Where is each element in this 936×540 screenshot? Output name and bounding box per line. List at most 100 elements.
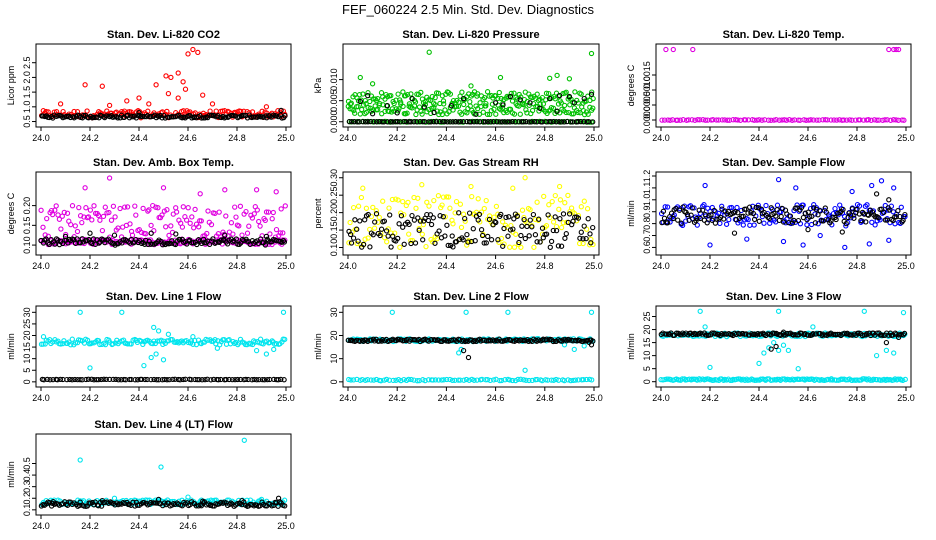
y-axis-label: ml/min [6, 461, 16, 488]
data-point [669, 117, 676, 123]
data-point [460, 95, 467, 102]
data-point [522, 235, 528, 242]
data-point [270, 209, 276, 216]
data-point [481, 95, 488, 101]
data-point [549, 198, 555, 205]
data-point [795, 217, 802, 224]
data-point [381, 218, 388, 224]
data-point [590, 105, 596, 111]
x-tick-label: 24.6 [179, 133, 197, 143]
y-axis-label: degrees C [6, 192, 16, 234]
data-point [222, 187, 228, 193]
data-point [486, 216, 493, 223]
data-point [775, 347, 782, 354]
data-point [442, 107, 448, 113]
data-point [376, 214, 382, 221]
y-tick-label: 0.25 [329, 186, 339, 204]
plot-frame [655, 43, 912, 128]
data-point [50, 499, 56, 505]
data-point [768, 346, 774, 352]
data-point [415, 195, 421, 201]
y-tick-label: 0.3 [22, 480, 32, 493]
data-point [427, 212, 434, 218]
data-point [453, 103, 460, 109]
data-point [460, 118, 467, 125]
data-point [222, 232, 228, 238]
chart-panel-10: Stan. Dev. Line 4 (LT) Flow 24.0 24.2 24.4 2… [6, 419, 295, 531]
chart-title: Stan. Dev. Line 3 Flow [726, 291, 842, 303]
data-point [398, 213, 405, 219]
data-point [432, 377, 439, 383]
data-point [157, 214, 164, 221]
data-point [773, 330, 779, 337]
y-axis-label: Licor ppm [6, 66, 16, 106]
data-point [108, 217, 115, 223]
data-point [557, 197, 564, 203]
data-point [575, 215, 582, 221]
data-point [38, 207, 44, 213]
data-point [563, 109, 569, 116]
data-point [386, 205, 392, 211]
x-tick-label: 24.8 [848, 261, 866, 271]
data-point [115, 225, 121, 231]
x-tick-label: 24.0 [32, 133, 50, 143]
data-point [367, 244, 373, 250]
data-point [843, 220, 849, 227]
data-point [800, 242, 806, 248]
data-point [580, 119, 587, 125]
data-point [745, 216, 751, 223]
x-tick-label: 24.2 [81, 521, 99, 531]
data-point [103, 113, 110, 119]
y-axis-label: ml/min [626, 333, 636, 360]
data-point [543, 377, 549, 383]
data-point [395, 235, 401, 242]
data-point [789, 220, 796, 226]
data-point [588, 309, 595, 315]
data-point [251, 211, 257, 217]
y-tick-label: 0.0015 [642, 61, 652, 89]
data-point [418, 108, 424, 115]
data-point [895, 334, 902, 341]
data-point [369, 111, 376, 117]
data-point [413, 111, 419, 118]
data-point [445, 242, 451, 249]
data-point [756, 360, 762, 367]
data-point [778, 213, 784, 220]
data-point [458, 224, 465, 231]
data-point [847, 212, 854, 218]
data-point [452, 210, 458, 216]
data-point [585, 216, 591, 222]
data-point [504, 337, 510, 343]
data-point [466, 210, 473, 216]
data-point [888, 117, 894, 123]
data-point [700, 207, 706, 213]
data-point [408, 376, 414, 383]
data-point [744, 236, 750, 242]
data-point [262, 217, 268, 224]
data-point [527, 217, 533, 223]
data-point [166, 376, 172, 383]
data-point [148, 499, 154, 506]
x-tick-label: 24.0 [339, 393, 357, 403]
data-point [546, 90, 552, 97]
data-point [163, 224, 169, 230]
data-point [370, 204, 376, 211]
data-point [79, 219, 85, 226]
data-point [148, 222, 154, 229]
y-tick-label: 0.010 [329, 68, 339, 91]
x-tick-label: 24.6 [179, 261, 197, 271]
data-point [153, 351, 159, 357]
data-point [517, 97, 523, 103]
data-point [232, 376, 238, 383]
data-point [132, 239, 138, 245]
y-tick-label: 1.0 [22, 101, 32, 114]
data-point [409, 95, 415, 102]
data-point [578, 91, 584, 97]
data-point [663, 46, 669, 53]
data-point [445, 194, 452, 200]
data-point [491, 119, 497, 125]
data-point [566, 211, 573, 217]
data-point [543, 223, 550, 229]
data-point [527, 206, 533, 213]
